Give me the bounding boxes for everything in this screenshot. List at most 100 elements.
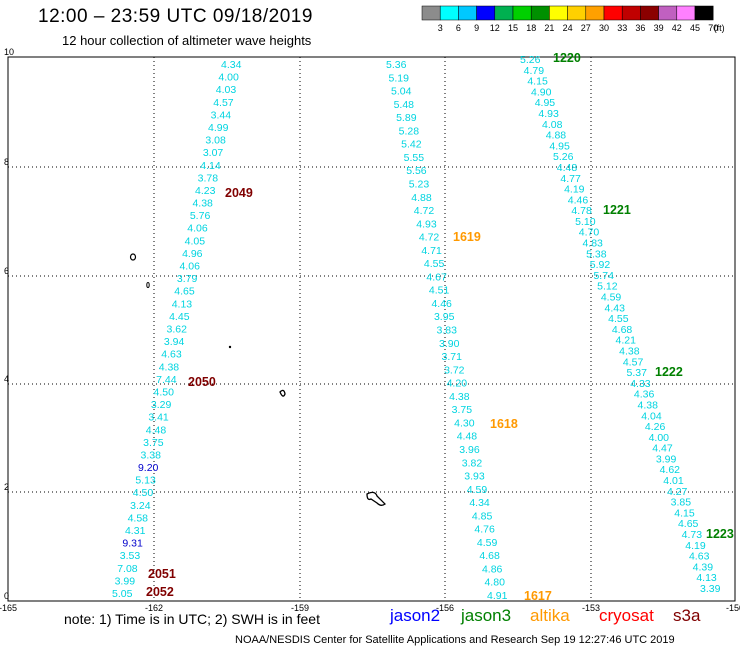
wave-height-value: 4.58 [128,512,149,524]
lat-tick-label: 0 [4,591,9,601]
wave-height-value: 4.68 [479,550,500,562]
lat-tick-label: 2 [4,482,9,492]
wave-height-value: 4.38 [619,345,640,357]
wave-height-value: 4.27 [667,486,688,498]
wave-height-value: 4.88 [546,130,567,142]
scale-label: 9 [474,23,479,33]
wave-height-value: 4.33 [630,378,651,390]
wave-height-value: 5.92 [590,259,611,271]
legend-cryosat: cryosat [599,606,654,625]
wave-height-value: 4.95 [549,140,570,152]
wave-height-value: 3.99 [115,575,136,587]
wave-height-value: 4.46 [431,298,452,310]
wave-height-value: 5.42 [401,139,422,151]
wave-height-value: 4.73 [682,529,703,541]
wave-height-value: 4.38 [159,361,180,373]
wave-height-value: 4.57 [623,356,644,368]
lon-tick-label: -165 [0,603,17,613]
island-outline [228,345,232,349]
wave-height-value: 5.12 [597,281,618,293]
wave-height-value: 3.83 [437,325,458,337]
pass-time-label: 1221 [603,203,631,217]
scale-label: 27 [581,23,591,33]
wave-height-value: 5.38 [586,248,607,260]
wave-height-value: 4.99 [208,122,229,134]
wave-height-value: 5.76 [190,210,211,222]
wave-height-value: 4.19 [564,184,585,196]
wave-height-value: 4.06 [187,223,208,235]
wave-height-value: 3.94 [164,336,185,348]
wave-height-value: 5.28 [399,125,420,137]
wave-height-value: 4.68 [612,324,633,336]
wave-height-value: 4.93 [538,108,559,120]
wave-height-value: 3.08 [205,135,226,147]
wave-height-value: 4.79 [524,65,545,77]
wave-height-value: 3.75 [452,404,473,416]
pass-time-label: 1220 [553,51,581,65]
wave-height-value: 5.74 [593,270,614,282]
scale-label: (ft) [714,23,725,33]
wave-height-value: 4.51 [429,285,450,297]
wave-height-value: 4.71 [421,245,442,257]
wave-height-value: 5.13 [135,475,156,487]
wave-height-value: 4.59 [477,537,498,549]
lat-tick-label: 4 [4,374,9,384]
wave-height-value: 3.72 [444,364,465,376]
wave-height-value: 4.91 [487,590,508,602]
pass-time-label: 2051 [148,567,176,581]
scale-label: 70 [708,23,718,33]
wave-height-value: 4.43 [604,302,625,314]
scale-label: 30 [599,23,609,33]
wave-height-value: 3.96 [459,444,480,456]
pass-time-label: 2050 [188,375,216,389]
wave-height-value: 4.26 [645,421,666,433]
wave-height-value: 3.71 [442,351,463,363]
wave-height-value: 4.13 [172,298,193,310]
lat-tick-label: 10 [4,47,14,57]
wave-height-value: 5.55 [404,152,425,164]
wave-height-value: 7.44 [156,374,177,386]
wave-height-value: 5.89 [396,112,417,124]
wave-height-value: 4.65 [678,518,699,530]
wave-height-value: 3.24 [130,500,151,512]
wave-height-value: 3.75 [143,437,164,449]
wave-height-value: 3.79 [177,273,198,285]
wave-height-value: 9.31 [122,538,143,550]
wave-height-value: 4.38 [449,391,470,403]
wave-height-value: 5.05 [112,588,133,600]
wave-height-value: 4.20 [447,378,468,390]
pass-time-label: 2049 [225,186,253,200]
wave-height-value: 7.08 [117,563,138,575]
wave-height-value: 4.03 [216,84,237,96]
wave-height-value: 4.15 [527,76,548,88]
scale-label: 15 [508,23,518,33]
scale-label: 45 [690,23,700,33]
pass-time-label: 1618 [490,417,518,431]
wave-height-value: 4.55 [608,313,629,325]
pass-time-label: 1222 [655,365,683,379]
wave-height-value: 4.83 [582,238,603,250]
island-outline [366,491,386,506]
wave-height-value: 4.19 [685,540,706,552]
wave-height-value: 4.45 [169,311,190,323]
page-subtitle: 12 hour collection of altimeter wave hei… [62,33,312,48]
lon-tick-label: -150 [726,603,740,613]
scale-swatch [694,5,714,21]
scale-label: 12 [490,23,500,33]
wave-height-value: 5.26 [553,151,574,163]
wave-height-value: 4.48 [457,431,478,443]
pass-time-label: 1617 [524,589,552,603]
lat-tick-label: 8 [4,157,9,167]
scale-label: 24 [563,23,573,33]
wave-height-value: 3.99 [656,453,677,465]
wave-height-value: 4.59 [467,484,488,496]
wave-height-value: 4.01 [663,475,684,487]
wave-height-value: 4.63 [689,551,710,563]
wave-height-value: 4.85 [472,510,493,522]
wave-height-value: 5.48 [394,99,415,111]
pass-time-label: 1619 [453,230,481,244]
scale-label: 39 [654,23,664,33]
wave-height-value: 5.19 [389,72,410,84]
wave-height-value: 3.41 [148,412,169,424]
